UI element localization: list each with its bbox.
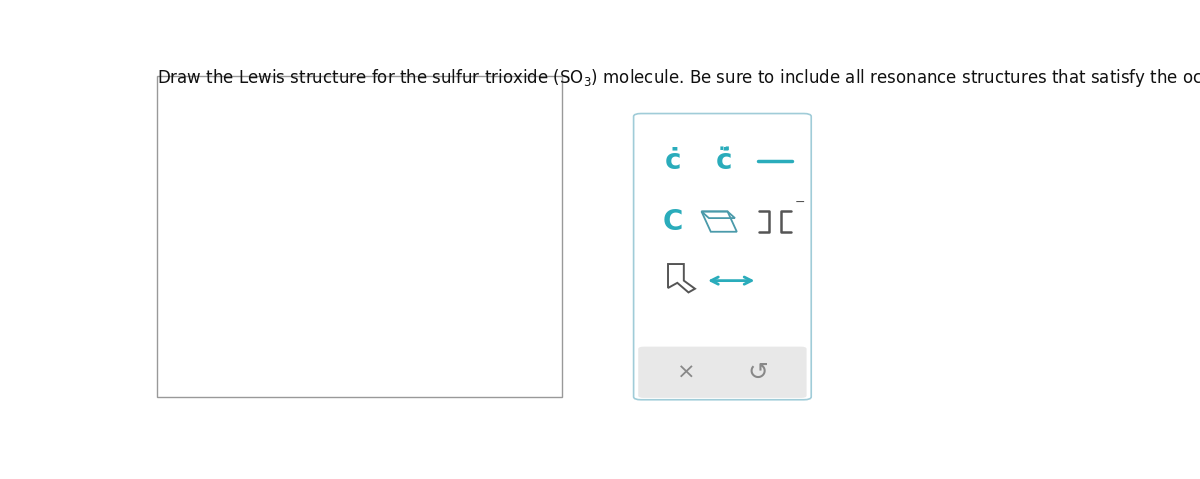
Text: Draw the Lewis structure for the sulfur trioxide $\left(\mathregular{SO_3}\right: Draw the Lewis structure for the sulfur … [157,67,1200,89]
Text: C: C [662,207,683,236]
Text: ċ̈: ċ̈ [715,147,732,175]
Text: ↺: ↺ [748,361,769,385]
Text: ċ: ċ [665,147,680,175]
FancyBboxPatch shape [638,347,806,398]
FancyBboxPatch shape [634,114,811,400]
Bar [157,76,562,397]
Text: −: − [794,196,805,209]
Text: ×: × [677,363,696,383]
